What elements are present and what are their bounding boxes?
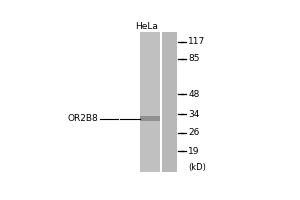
Bar (140, 32, 160, 172)
Bar (162, 32, 177, 172)
Text: HeLa: HeLa (135, 22, 158, 31)
Text: OR2B8: OR2B8 (67, 114, 98, 123)
Text: 48: 48 (188, 90, 200, 99)
Text: 117: 117 (188, 37, 206, 46)
Text: 34: 34 (188, 110, 200, 119)
Text: 19: 19 (188, 147, 200, 156)
Bar (140, 116, 160, 121)
Text: 85: 85 (188, 54, 200, 63)
Text: (kD): (kD) (188, 163, 206, 172)
Text: 26: 26 (188, 128, 200, 137)
